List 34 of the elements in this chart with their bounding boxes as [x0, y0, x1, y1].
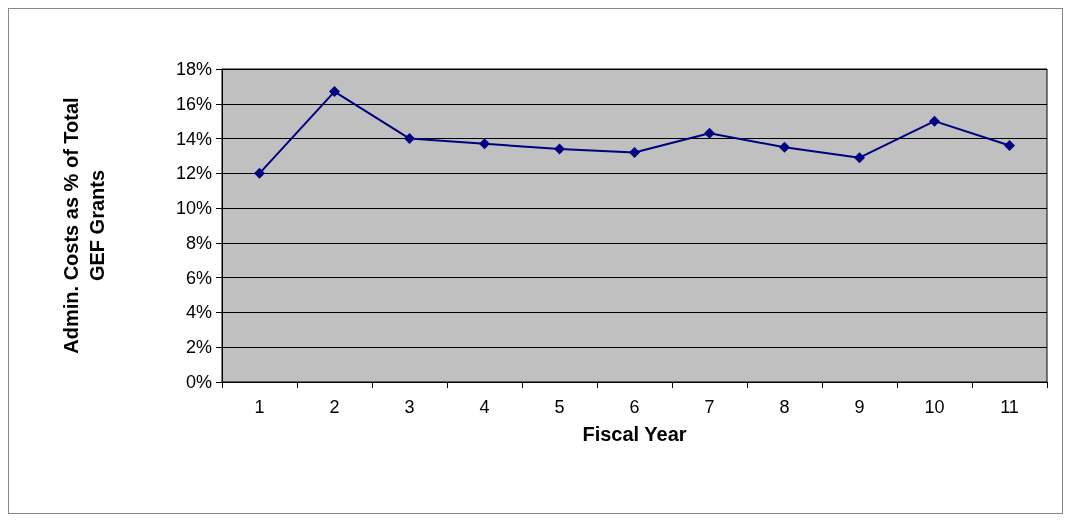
point — [479, 138, 490, 150]
y-tick-label: 2% — [185, 337, 212, 358]
point — [854, 152, 865, 164]
point — [629, 146, 640, 158]
point — [704, 127, 715, 139]
point — [779, 141, 790, 153]
y-axis-title: Admin. Costs as % of Total GEF Grants — [60, 97, 108, 354]
x-tick-label: 6 — [629, 397, 640, 417]
x-tick-label: 9 — [854, 397, 865, 417]
x-tick-label: 1 — [254, 397, 265, 417]
y-tick-label: 12% — [175, 163, 212, 184]
x-tick-label: 11 — [1000, 397, 1019, 417]
point — [929, 115, 940, 127]
y-tick-label: 18% — [175, 59, 212, 79]
x-tick-label: 2 — [329, 397, 340, 417]
point — [254, 167, 265, 179]
x-tick-label: 3 — [404, 397, 415, 417]
y-tick-label: 8% — [185, 232, 212, 253]
x-tick-label: 10 — [924, 397, 945, 417]
y-tick-label: 10% — [175, 198, 212, 219]
x-tick-label: 5 — [554, 397, 565, 417]
point — [554, 143, 565, 155]
y-tick-label: 14% — [175, 128, 212, 149]
y-tick-label: 0% — [185, 372, 212, 392]
x-tick-label: 7 — [704, 397, 715, 417]
x-tick-label: 4 — [479, 397, 490, 417]
y-tick-label: 6% — [185, 267, 212, 288]
point — [404, 133, 415, 145]
y-tick-label: 16% — [175, 93, 212, 114]
point — [329, 86, 340, 98]
x-axis-title: Fiscal Year — [582, 423, 687, 445]
x-tick-label: 8 — [779, 397, 790, 417]
y-tick-label: 4% — [185, 302, 212, 323]
point — [1004, 140, 1015, 152]
